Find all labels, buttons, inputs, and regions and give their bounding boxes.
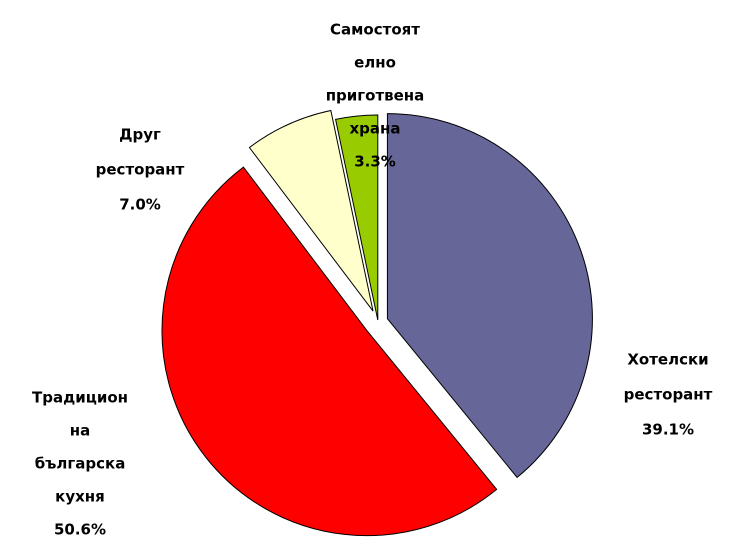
slice-label: приготвена bbox=[326, 87, 425, 105]
slice-label: Друг bbox=[119, 126, 161, 144]
slice-label: елно bbox=[354, 54, 396, 72]
value-label: 3.3% bbox=[354, 153, 396, 171]
slice-label: кухня bbox=[55, 488, 105, 506]
slice-label: Хотелски bbox=[627, 351, 708, 369]
pie-slice bbox=[161, 166, 498, 537]
pie-slice bbox=[248, 109, 374, 312]
value-label: 50.6% bbox=[54, 521, 106, 539]
slice-label: Самостоят bbox=[330, 21, 420, 39]
slice-label: българска bbox=[35, 455, 126, 473]
pie-slice bbox=[334, 114, 379, 321]
slice-label: на bbox=[70, 422, 91, 440]
value-label: 7.0% bbox=[119, 196, 161, 214]
value-label: 39.1% bbox=[642, 421, 694, 439]
pie-slice bbox=[386, 113, 593, 479]
slice-label: храна bbox=[349, 120, 400, 138]
slice-label: ресторант bbox=[96, 161, 185, 179]
slice-label: ресторант bbox=[624, 386, 713, 404]
slice-label: Традицион bbox=[32, 389, 128, 407]
